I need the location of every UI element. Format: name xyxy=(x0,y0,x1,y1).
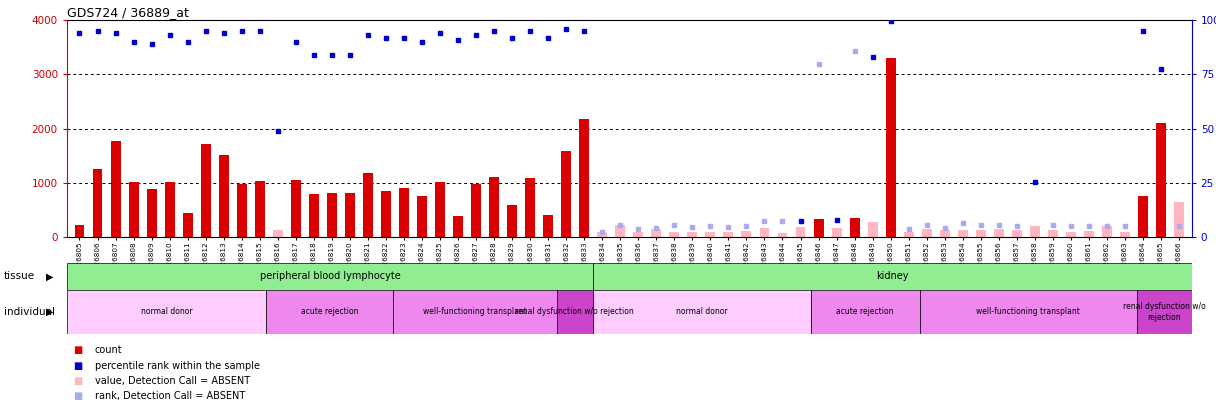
Bar xyxy=(74,225,84,237)
Bar xyxy=(345,193,355,237)
Bar xyxy=(940,230,950,237)
Bar xyxy=(1175,202,1184,237)
Bar xyxy=(394,290,557,334)
Bar xyxy=(724,232,733,237)
Bar xyxy=(885,58,896,237)
Bar xyxy=(1030,226,1040,237)
Bar xyxy=(1083,231,1094,237)
Bar xyxy=(760,228,770,237)
Bar xyxy=(111,141,120,237)
Text: kidney: kidney xyxy=(876,271,908,281)
Bar xyxy=(593,263,1192,290)
Bar xyxy=(147,189,157,237)
Text: ▶: ▶ xyxy=(46,307,54,317)
Bar xyxy=(919,290,1137,334)
Text: renal dysfunction w/o
rejection: renal dysfunction w/o rejection xyxy=(1124,302,1206,322)
Bar xyxy=(219,155,229,237)
Bar xyxy=(557,290,593,334)
Bar xyxy=(832,228,841,237)
Bar xyxy=(993,229,1003,237)
Text: ▶: ▶ xyxy=(46,271,54,281)
Bar xyxy=(381,192,390,237)
Bar xyxy=(309,194,319,237)
Bar xyxy=(1066,232,1076,237)
Bar xyxy=(850,218,860,237)
Bar xyxy=(201,144,210,237)
Bar xyxy=(489,177,499,237)
Text: rank, Detection Call = ABSENT: rank, Detection Call = ABSENT xyxy=(95,392,246,401)
Bar xyxy=(903,232,913,237)
Bar xyxy=(92,169,102,237)
Bar xyxy=(266,290,394,334)
Bar xyxy=(272,230,283,237)
Text: percentile rank within the sample: percentile rank within the sample xyxy=(95,361,260,371)
Bar xyxy=(687,232,697,237)
Bar xyxy=(1120,232,1130,237)
Bar xyxy=(507,205,517,237)
Bar xyxy=(67,290,266,334)
Bar xyxy=(399,188,409,237)
Bar xyxy=(814,219,823,237)
Bar xyxy=(1137,290,1192,334)
Bar xyxy=(615,225,625,237)
Bar xyxy=(742,231,751,237)
Bar xyxy=(471,184,482,237)
Bar xyxy=(922,229,931,237)
Bar xyxy=(1012,230,1021,237)
Text: count: count xyxy=(95,345,123,355)
Bar xyxy=(1156,123,1166,237)
Text: ■: ■ xyxy=(73,376,83,386)
Bar xyxy=(705,232,715,237)
Bar xyxy=(129,182,139,237)
Bar xyxy=(811,290,919,334)
Bar xyxy=(182,213,192,237)
Bar xyxy=(525,178,535,237)
Bar xyxy=(593,290,811,334)
Bar xyxy=(1138,196,1148,237)
Bar xyxy=(958,230,968,237)
Text: GDS724 / 36889_at: GDS724 / 36889_at xyxy=(67,6,188,19)
Text: ■: ■ xyxy=(73,392,83,401)
Text: well-functioning transplant: well-functioning transplant xyxy=(423,307,527,316)
Text: acute rejection: acute rejection xyxy=(837,307,894,316)
Bar xyxy=(67,263,593,290)
Bar xyxy=(327,193,337,237)
Bar xyxy=(237,184,247,237)
Bar xyxy=(868,222,878,237)
Bar xyxy=(652,229,662,237)
Bar xyxy=(562,151,572,237)
Bar xyxy=(435,182,445,237)
Bar xyxy=(255,181,265,237)
Text: normal donor: normal donor xyxy=(141,307,192,316)
Text: ■: ■ xyxy=(73,345,83,355)
Bar xyxy=(597,232,607,237)
Bar xyxy=(975,230,986,237)
Bar xyxy=(1048,230,1058,237)
Bar xyxy=(1102,226,1111,237)
Bar xyxy=(544,215,553,237)
Text: acute rejection: acute rejection xyxy=(302,307,359,316)
Bar xyxy=(669,232,680,237)
Text: normal donor: normal donor xyxy=(676,307,727,316)
Text: peripheral blood lymphocyte: peripheral blood lymphocyte xyxy=(259,271,400,281)
Bar xyxy=(417,196,427,237)
Bar xyxy=(579,119,590,237)
Bar xyxy=(795,227,805,237)
Bar xyxy=(291,180,300,237)
Text: tissue: tissue xyxy=(4,271,35,281)
Text: value, Detection Call = ABSENT: value, Detection Call = ABSENT xyxy=(95,376,250,386)
Text: ■: ■ xyxy=(73,361,83,371)
Text: renal dysfunction w/o rejection: renal dysfunction w/o rejection xyxy=(516,307,635,316)
Text: well-functioning transplant: well-functioning transplant xyxy=(976,307,1080,316)
Bar xyxy=(777,232,788,237)
Bar xyxy=(454,216,463,237)
Text: individual: individual xyxy=(4,307,55,317)
Bar xyxy=(164,182,175,237)
Bar xyxy=(362,173,373,237)
Bar xyxy=(634,232,643,237)
